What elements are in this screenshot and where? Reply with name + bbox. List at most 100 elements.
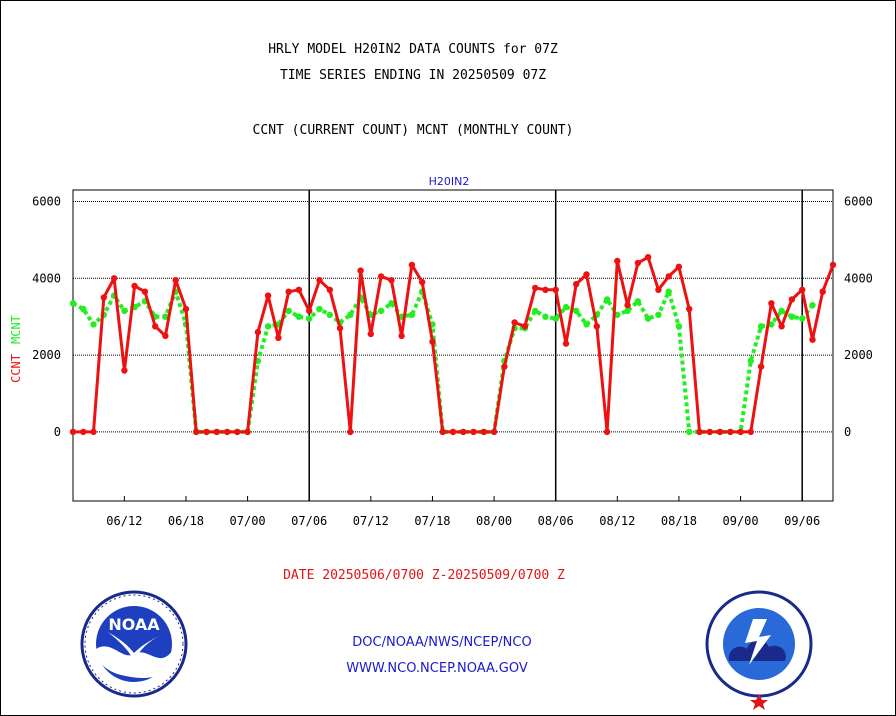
point-mcnt [809,302,816,309]
point-mcnt [757,323,765,330]
point-mcnt [306,315,313,322]
point-ccnt [193,428,200,436]
point-mcnt [162,313,169,320]
point-ccnt [449,428,457,436]
x-tick-label: 08/12 [599,514,635,528]
point-mcnt [90,321,97,328]
point-mcnt [377,307,385,315]
point-ccnt [326,286,333,293]
point-ccnt [172,277,179,284]
point-mcnt [347,311,354,318]
point-mcnt [408,311,416,318]
point-ccnt [162,332,169,340]
x-tick-label: 08/00 [476,514,512,528]
point-mcnt [624,307,631,315]
point-ccnt [131,282,138,290]
point-ccnt [716,428,724,436]
y-tick-label-left: 6000 [32,195,61,209]
noaa-logo-text: NOAA [108,615,160,634]
point-ccnt [552,286,559,293]
lightning-icon [745,619,771,665]
point-ccnt [429,338,436,345]
x-tick-label: 06/18 [168,514,204,528]
point-ccnt [367,330,374,338]
point-ccnt [398,332,405,340]
point-ccnt [182,305,190,313]
point-mcnt [583,321,590,328]
point-ccnt [336,325,344,332]
point-ccnt [829,261,837,269]
point-mcnt [562,303,570,311]
point-mcnt [285,307,292,315]
y-tick-label-left: 4000 [32,271,61,285]
point-ccnt [100,294,108,301]
star-icon [750,694,768,710]
point-ccnt [778,323,785,330]
point-ccnt [388,277,395,284]
x-tick-label: 07/00 [230,514,266,528]
y-axis-ticks: 6000 6000 4000 4000 2000 2000 0 0 [32,195,873,439]
nws-logo[interactable] [705,590,813,710]
y-tick-label-left: 2000 [32,348,61,362]
point-ccnt [141,288,149,295]
point-mcnt [388,300,395,307]
point-mcnt [686,428,693,436]
y-axis-label-ccnt: CCNT [9,354,23,383]
x-tick-label: 07/12 [353,514,389,528]
point-ccnt [634,259,642,267]
point-mcnt [655,311,662,318]
point-ccnt [562,340,570,347]
point-ccnt [490,428,498,436]
point-ccnt [809,336,816,343]
point-ccnt [439,428,446,436]
x-tick-label: 09/00 [723,514,759,528]
point-mcnt [665,288,672,295]
chart-subtitle: TIME SERIES ENDING IN 20250509 07Z [280,68,546,83]
point-ccnt [264,292,272,299]
point-ccnt [521,323,529,330]
point-ccnt [532,284,539,292]
point-mcnt [644,315,652,322]
point-ccnt [234,428,241,436]
noaa-logo[interactable]: NOAA [80,590,188,698]
x-tick-label: 06/12 [106,514,142,528]
point-ccnt [152,323,159,330]
point-mcnt [80,305,87,313]
series-layer [69,254,837,436]
point-ccnt [788,296,796,303]
point-ccnt [665,273,672,280]
point-ccnt [408,261,416,269]
point-ccnt [583,271,590,278]
point-ccnt [213,428,220,436]
svg-text:CCNTMCNT: CCNT MCNT [9,315,23,383]
point-mcnt [573,307,580,315]
point-ccnt [69,428,77,436]
point-ccnt [542,286,549,293]
point-ccnt [644,254,652,261]
point-mcnt [778,307,785,315]
point-mcnt [788,313,796,320]
point-ccnt [110,275,118,282]
point-ccnt [223,428,231,436]
point-ccnt [727,428,734,436]
point-ccnt [316,277,323,284]
y-tick-label-left: 0 [54,425,61,439]
point-mcnt [316,305,323,313]
point-ccnt [768,300,775,307]
point-ccnt [573,280,580,288]
point-ccnt [80,428,87,436]
point-ccnt [347,428,354,436]
url-link[interactable]: WWW.NCO.NCEP.NOAA.GOV [346,661,528,676]
y-tick-label-right: 4000 [844,271,873,285]
x-tick-label: 08/18 [661,514,697,528]
point-ccnt [686,305,693,313]
point-ccnt [470,428,477,436]
point-mcnt [264,323,272,330]
point-mcnt [747,357,754,365]
point-ccnt [377,273,385,280]
point-ccnt [603,428,611,436]
series-line-mcnt [72,289,815,434]
point-ccnt [295,286,303,293]
org-line[interactable]: DOC/NOAA/NWS/NCEP/NCO [352,635,531,650]
noaa-bird-icon [96,646,172,679]
